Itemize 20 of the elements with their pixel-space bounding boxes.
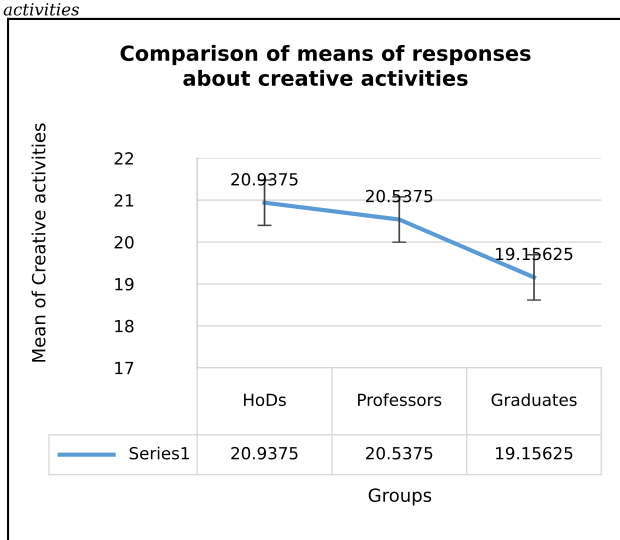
x-tick-label: Graduates — [492, 393, 577, 406]
x-tick-label: HoDs — [244, 394, 286, 406]
annotation: 20.5375 — [366, 190, 432, 202]
y-axis-title: Mean of Creative activities — [32, 123, 46, 362]
data-label: 20.9375 — [231, 446, 298, 460]
y-tick-label: 20 — [114, 236, 134, 249]
annotation: 20.9375 — [231, 173, 298, 186]
y-tick-label: 18 — [115, 320, 134, 332]
legend-label: Series1 — [130, 446, 189, 460]
chart-title: Comparison of means of responses about creative activities — [120, 44, 530, 86]
y-tick-label: 21 — [114, 194, 134, 206]
data-label: 20.5375 — [366, 446, 432, 460]
y-tick-label: 22 — [114, 152, 133, 165]
x-axis-title: Groups — [368, 488, 432, 506]
annotation: 19.15625 — [496, 248, 572, 260]
text: activities — [4, 3, 80, 16]
data-label: 19.15625 — [496, 446, 572, 460]
x-tick-label: Professors — [358, 393, 442, 406]
y-tick-label: 19 — [115, 278, 134, 290]
y-tick-label: 17 — [115, 362, 134, 374]
